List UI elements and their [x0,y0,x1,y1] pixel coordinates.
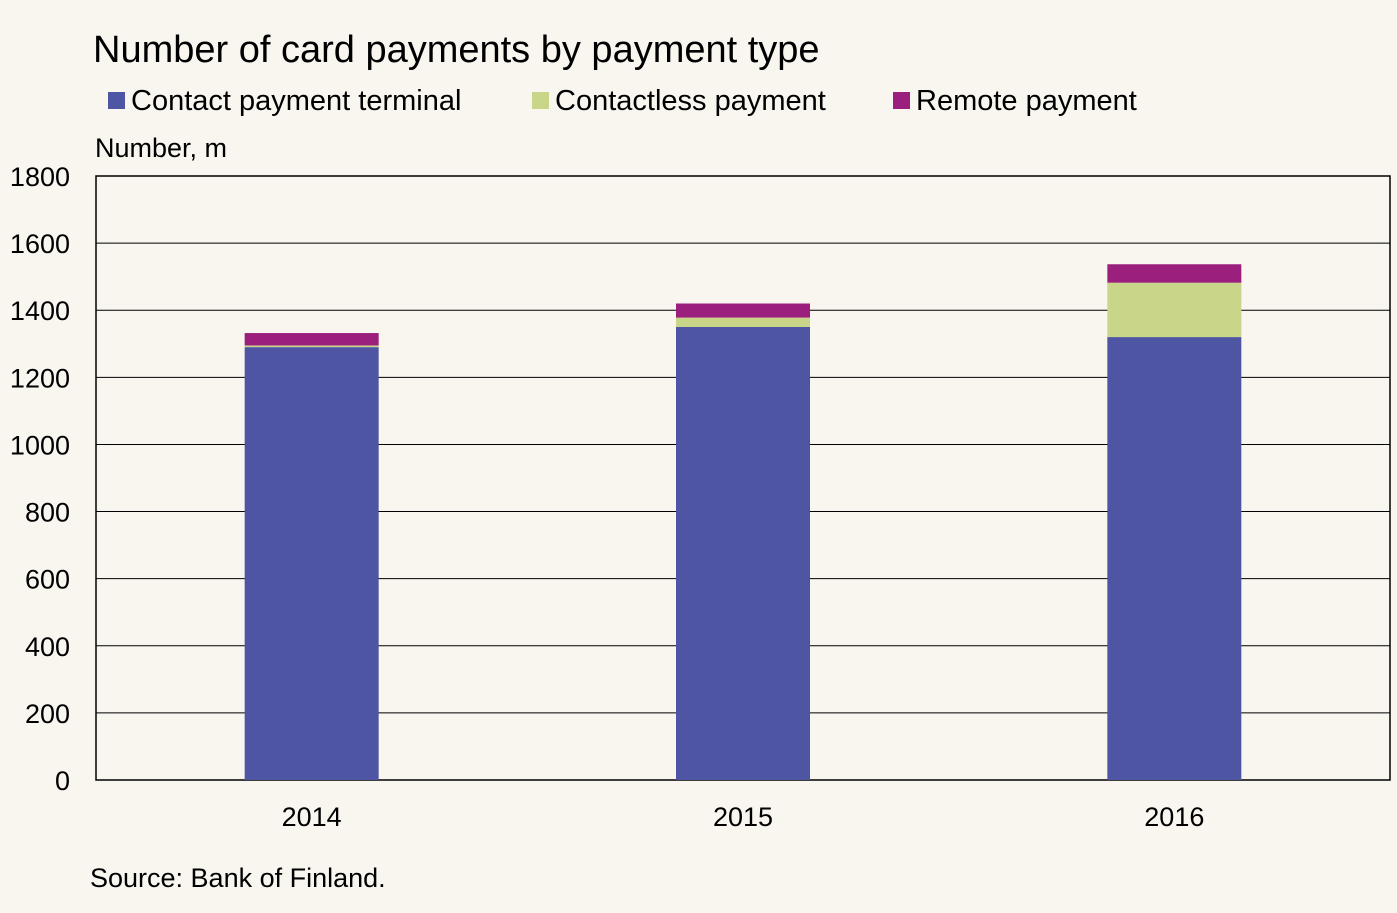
y-tick-label: 0 [55,766,70,796]
bar-segment-2016-series-2 [1107,264,1242,283]
bars [244,264,1242,780]
bar-segment-2014-series-2 [244,333,379,346]
legend-label-remote: Remote payment [916,85,1137,117]
legend-label-contactless: Contactless payment [555,85,826,117]
legend-swatch-contact [108,92,125,109]
y-tick-label: 600 [25,565,70,595]
y-tick-label: 1600 [10,229,70,259]
bar-segment-2016-series-1 [1107,282,1242,338]
bar-segment-2015-series-1 [676,317,810,327]
y-tick-label: 1800 [10,162,70,192]
bar-segment-2014-series-0 [244,347,379,780]
y-tick-label: 200 [25,699,70,729]
bar-segment-2016-series-0 [1107,337,1242,780]
y-tick-label: 1400 [10,296,70,326]
bar-segment-2015-series-0 [676,327,810,780]
chart-title: Number of card payments by payment type [93,29,820,71]
bar-segment-2015-series-2 [676,303,810,318]
x-tick-label: 2016 [1144,802,1204,832]
y-tick-label: 1000 [10,430,70,460]
x-axis-ticks: 2014 2015 2016 [282,802,1205,832]
y-tick-label: 400 [25,632,70,662]
bar-segment-2014-series-1 [244,345,379,348]
y-tick-label: 800 [25,498,70,528]
y-axis-ticks: 0 200 400 600 800 1000 1200 1400 1600 1800 [10,162,70,796]
legend: Contact payment terminal Contactless pay… [108,85,1137,117]
y-axis-unit-label: Number, m [95,133,227,163]
source-note: Source: Bank of Finland. [90,863,386,893]
legend-swatch-remote [893,92,910,109]
legend-label-contact: Contact payment terminal [131,85,461,117]
y-tick-label: 1200 [10,363,70,393]
legend-swatch-contactless [532,92,549,109]
x-tick-label: 2014 [282,802,342,832]
x-tick-label: 2015 [713,802,773,832]
